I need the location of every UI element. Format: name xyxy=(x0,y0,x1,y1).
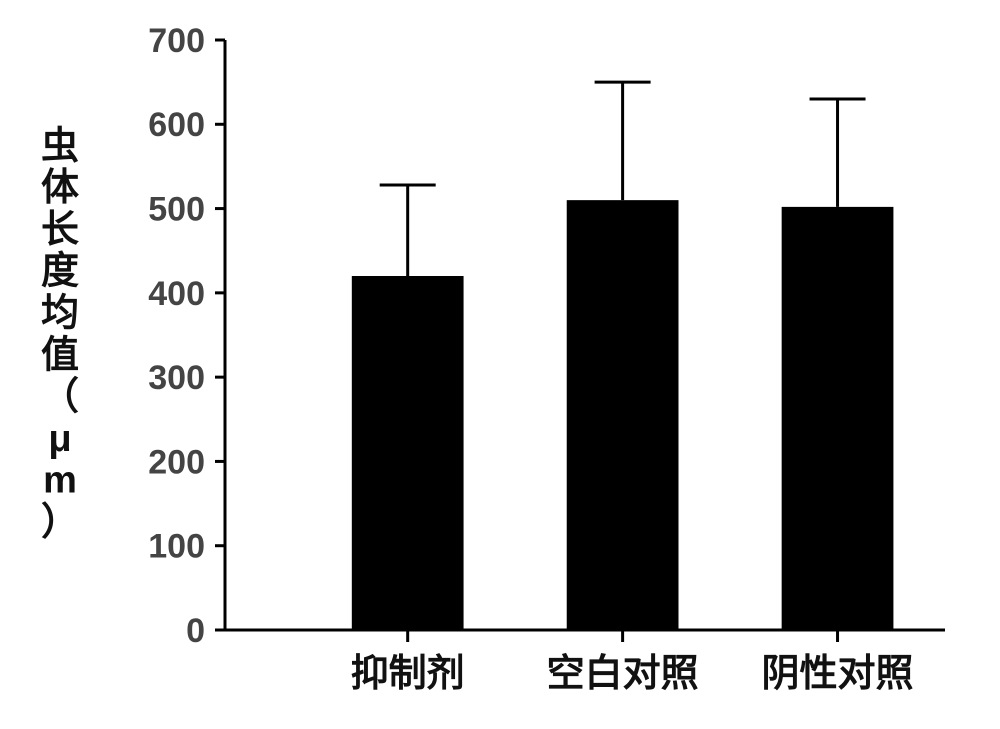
svg-text:0: 0 xyxy=(186,612,205,650)
svg-text:）: ） xyxy=(41,502,79,544)
svg-text:值: 值 xyxy=(41,334,79,376)
svg-text:空白对照: 空白对照 xyxy=(547,653,699,695)
svg-text:均: 均 xyxy=(41,293,79,335)
svg-text:600: 600 xyxy=(148,106,205,144)
svg-text:μ: μ xyxy=(48,418,71,460)
svg-text:m: m xyxy=(43,460,77,502)
svg-text:阴性对照: 阴性对照 xyxy=(762,653,914,695)
chart-svg: 0 100 200 300 400 500 600 700 虫体长度均值（μm） 抑制剂 空白对照 阴… xyxy=(0,0,1000,729)
svg-text:300: 300 xyxy=(148,359,205,397)
svg-text:700: 700 xyxy=(148,22,205,60)
svg-text:虫: 虫 xyxy=(41,125,79,167)
bar-chart: 0 100 200 300 400 500 600 700 虫体长度均值（μm） 抑制剂 空白对照 阴… xyxy=(0,0,1000,729)
svg-text:400: 400 xyxy=(148,275,205,313)
svg-text:度: 度 xyxy=(41,251,79,293)
svg-text:体: 体 xyxy=(41,167,79,209)
svg-text:抑制剂: 抑制剂 xyxy=(351,653,465,695)
svg-text:100: 100 xyxy=(148,528,205,566)
svg-text:（: （ xyxy=(41,376,79,418)
svg-text:200: 200 xyxy=(148,443,205,481)
svg-text:500: 500 xyxy=(148,190,205,228)
svg-text:长: 长 xyxy=(41,209,79,251)
